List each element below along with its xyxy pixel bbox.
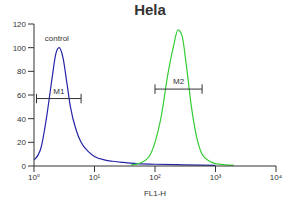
svg-text:120: 120	[13, 20, 27, 29]
svg-text:40: 40	[17, 115, 26, 124]
svg-text:0: 0	[22, 162, 27, 171]
svg-text:FL1-H: FL1-H	[144, 189, 166, 198]
svg-text:10¹: 10¹	[89, 173, 101, 182]
svg-text:60: 60	[17, 91, 26, 100]
svg-text:control: control	[45, 34, 69, 43]
svg-text:10²: 10²	[149, 173, 161, 182]
svg-text:80: 80	[17, 67, 26, 76]
html-text:Hela: Hela	[134, 1, 166, 18]
svg-text:10³: 10³	[210, 173, 222, 182]
svg-text:20: 20	[17, 138, 26, 147]
svg-text:10⁴: 10⁴	[270, 173, 283, 182]
svg-text:M2: M2	[173, 77, 185, 86]
svg-text:M1: M1	[53, 87, 65, 96]
svg-text:100: 100	[13, 44, 27, 53]
svg-text:10⁰: 10⁰	[28, 173, 40, 182]
